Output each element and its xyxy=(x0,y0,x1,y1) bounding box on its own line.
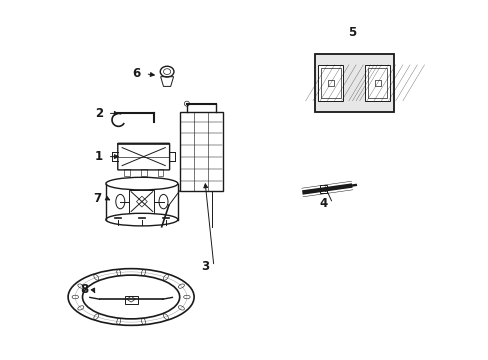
Text: 6: 6 xyxy=(132,67,141,80)
Bar xyxy=(320,185,326,193)
Bar xyxy=(314,54,393,112)
Bar xyxy=(129,190,154,213)
Text: 5: 5 xyxy=(347,26,356,39)
Bar xyxy=(367,68,386,98)
Bar xyxy=(141,169,146,176)
Text: 4: 4 xyxy=(319,197,327,210)
Bar xyxy=(179,112,223,191)
Bar xyxy=(124,296,137,303)
Text: 1: 1 xyxy=(95,150,102,163)
Bar xyxy=(374,80,380,86)
Bar xyxy=(314,54,393,112)
Text: 8: 8 xyxy=(80,283,88,296)
Text: 7: 7 xyxy=(93,192,101,204)
Bar xyxy=(124,169,129,176)
Text: 2: 2 xyxy=(95,107,102,120)
Bar xyxy=(157,169,163,176)
Bar xyxy=(318,65,343,101)
Bar xyxy=(321,68,340,98)
Text: 3: 3 xyxy=(201,260,208,273)
Bar xyxy=(365,65,389,101)
Bar xyxy=(327,80,333,86)
